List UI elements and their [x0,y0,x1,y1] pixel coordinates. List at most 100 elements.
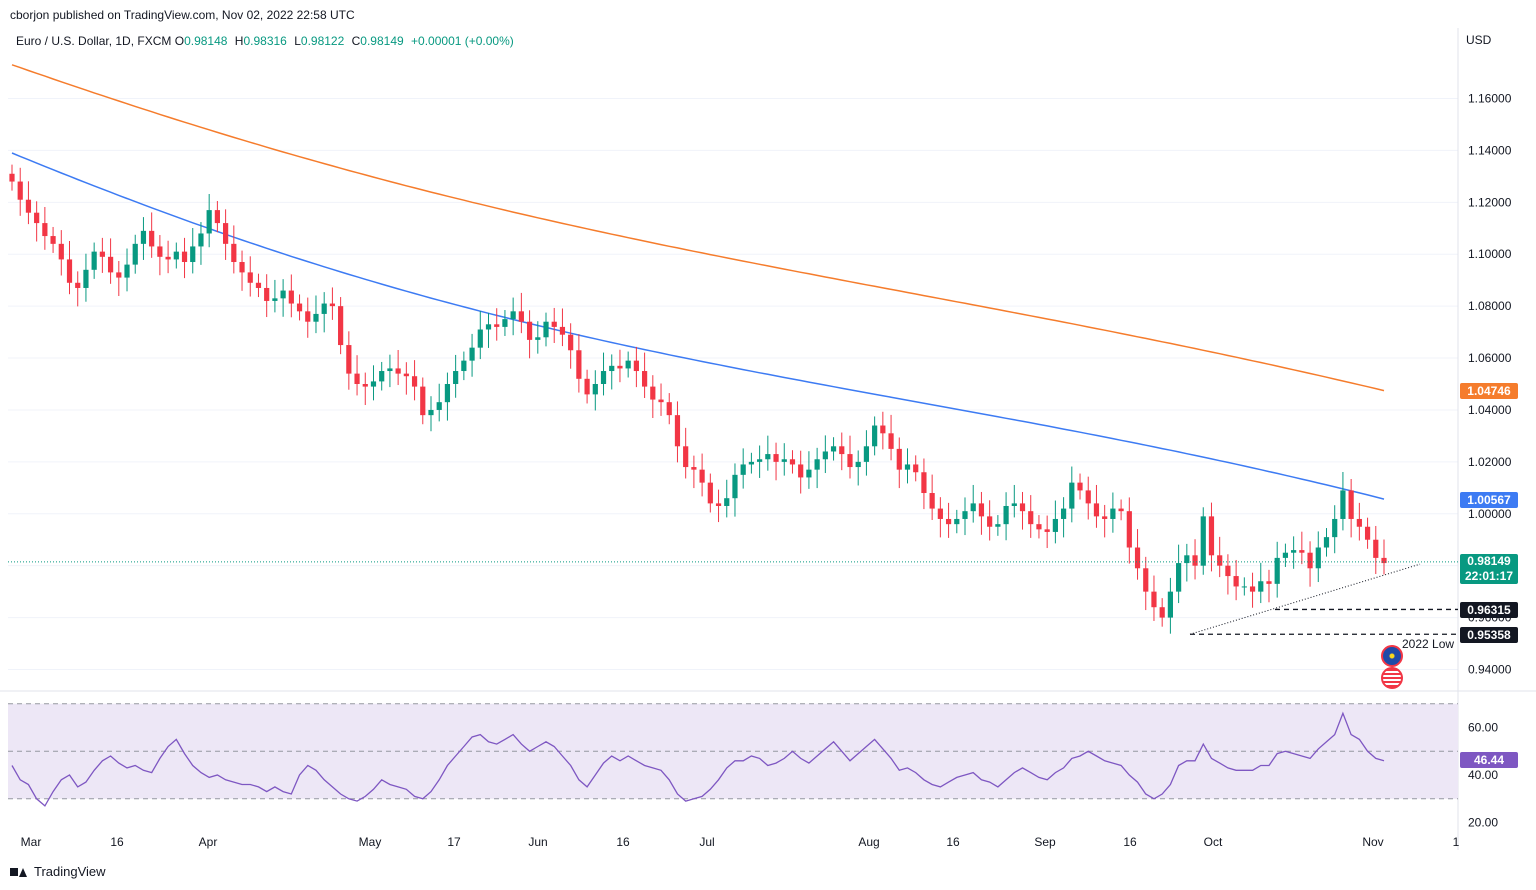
candle-body [362,384,368,387]
bar-countdown: 22:01:17 [1464,569,1514,583]
candle-body [305,311,311,322]
candle-body [773,454,779,462]
rsi-axis-tick-label: 20.00 [1468,816,1498,830]
candle-body [469,347,475,361]
candle-body [625,360,631,369]
candle-body [124,264,130,278]
footer-brand[interactable]: TradingView [34,864,106,879]
candle-body [1118,508,1124,512]
price-axis-tick-label: 1.14000 [1468,143,1512,157]
candle-body [1044,529,1050,532]
price-axis-tick-label: 1.04000 [1468,403,1512,417]
candle-body [748,461,755,465]
candle-body [1052,518,1058,532]
candle-body [1364,526,1371,540]
candle-body [584,378,590,395]
candle-body [9,173,15,182]
x-axis-tick-label: Oct [1204,835,1223,849]
candle-body [962,511,968,519]
candle-body [444,384,451,403]
x-axis-tick-label: Jul [699,835,714,849]
candle-body [600,371,607,384]
x-axis-tick-label: 1 [1453,835,1460,849]
candle-body [798,464,804,478]
candle-body [921,472,927,494]
price-axis-tick-label: 1.10000 [1468,247,1512,261]
candle-body [510,311,516,320]
candle-body [140,230,147,244]
candle-body [288,290,294,304]
candle-body [1060,508,1067,519]
candle-body [1340,490,1346,519]
price-axis-tick-label: 1.06000 [1468,351,1512,365]
currency-label: USD [1466,33,1492,47]
candle-body [1110,508,1116,519]
candle-body [872,425,878,447]
candle-body [1159,607,1165,618]
candle-body [206,210,212,234]
symbol-name[interactable]: Euro / U.S. Dollar, 1D, FXCM [16,34,172,48]
candle-body [650,386,656,400]
candle-body [99,251,105,257]
candle-body [264,287,270,301]
candle-body [559,326,566,335]
price-axis-tick-label: 1.00000 [1468,507,1512,521]
candle-body [1134,547,1141,569]
candle-body [91,251,97,270]
us-event-flag-icon[interactable] [1381,667,1403,689]
candle-body [107,256,114,273]
candle-body [1332,518,1338,538]
candle-body [1381,557,1387,564]
candle-body [190,246,196,263]
candle-body [658,399,664,403]
candle-body [1102,516,1108,519]
candle-body [929,493,935,509]
candle-body [913,464,919,473]
price-axis-tick-label: 1.12000 [1468,195,1512,209]
high-value: 0.98316 [243,34,287,48]
candle-body [617,365,623,369]
candle-body [576,350,582,379]
candle-body [494,324,500,327]
candle-body [255,282,262,288]
candle-body [1126,511,1132,548]
candle-body [880,425,886,434]
candle-body [83,269,89,288]
candle-body [1217,555,1223,566]
level-0-95358-tag: 0.95358 [1460,627,1518,643]
candle-body [1011,503,1017,506]
candle-body [329,303,336,307]
candle-body [1077,482,1083,491]
candle-body [1233,576,1239,587]
candle-body [592,384,598,395]
candle-body [732,474,738,499]
candle-body [904,464,911,470]
candle-body [970,503,976,512]
x-axis-tick-label: Mar [21,835,42,849]
candle-body [551,321,557,327]
candle-body [937,508,943,519]
candle-body [1241,586,1247,588]
candle-body [149,230,155,247]
candle-body [272,298,278,301]
candle-body [247,272,253,283]
level-0-96315-tag: 0.96315 [1460,602,1518,618]
candle-body [1184,555,1190,564]
candle-body [157,246,163,257]
footer: TradingView [10,864,106,879]
candle-body [839,446,845,455]
candle-body [198,233,204,247]
candle-body [1208,516,1215,556]
candle-body [173,251,179,260]
candle-body [683,446,689,468]
x-axis-tick-label: 17 [447,835,461,849]
candle-body [1258,581,1264,592]
candle-body [1315,547,1321,569]
candle-body [66,259,73,283]
candle-body [954,518,960,525]
candle-body [633,360,639,372]
candle-body [1036,524,1042,530]
candle-body [987,516,993,527]
eu-event-flag-icon[interactable] [1381,645,1403,667]
